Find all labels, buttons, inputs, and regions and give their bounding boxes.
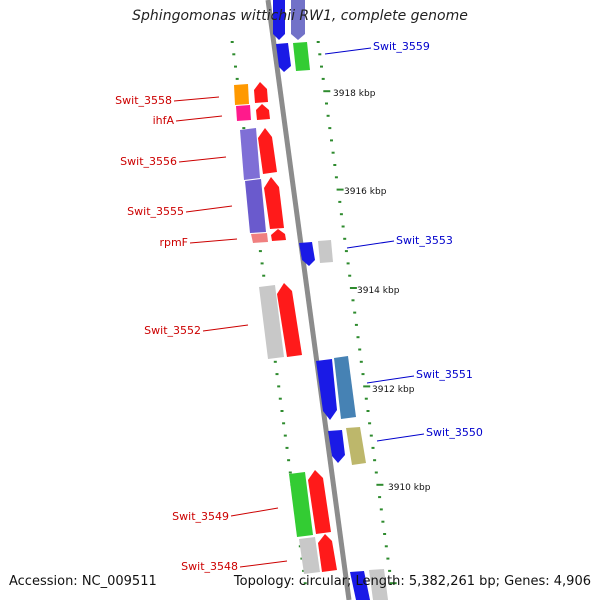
genome-backbone xyxy=(265,0,352,600)
feature-swit-3556[interactable] xyxy=(240,128,277,180)
feature-ihfA[interactable] xyxy=(236,104,270,121)
gene-label-swit-3553[interactable]: Swit_3553 xyxy=(396,234,453,247)
gene-label-swit-3551[interactable]: Swit_3551 xyxy=(416,368,473,381)
gene-label-swit-3558[interactable]: Swit_3558 xyxy=(115,94,172,107)
feature-swit-3548[interactable] xyxy=(299,534,337,574)
gene-label-swit-3550[interactable]: Swit_3550 xyxy=(426,426,483,439)
left-labels: Swit_3558 ihfA Swit_3556 Swit_3555 rpmF … xyxy=(115,94,238,573)
feature-swit-3551[interactable] xyxy=(316,356,356,420)
right-labels: Swit_3559 Swit_3553 Swit_3551 Swit_3550 xyxy=(373,40,483,439)
gene-label-swit-3559[interactable]: Swit_3559 xyxy=(373,40,430,53)
scale-labels: 3918 kbp 3916 kbp 3914 kbp 3912 kbp 3910… xyxy=(333,89,431,493)
feature-swit-3549[interactable] xyxy=(289,470,331,537)
gene-label-swit-3555[interactable]: Swit_3555 xyxy=(127,205,184,218)
gene-label-swit-3552[interactable]: Swit_3552 xyxy=(144,324,201,337)
scale-label: 3916 kbp xyxy=(344,187,387,197)
gene-label-ihfA[interactable]: ihfA xyxy=(153,114,175,127)
map-title: Sphingomonas wittichii RW1, complete gen… xyxy=(132,8,468,24)
scale-label: 3912 kbp xyxy=(372,385,415,395)
gene-label-swit-3556[interactable]: Swit_3556 xyxy=(120,155,177,168)
feature-block-bottom[interactable] xyxy=(350,569,388,600)
feature-swit-3555[interactable] xyxy=(245,177,284,233)
right-leaders xyxy=(324,47,425,442)
feature-block-top[interactable] xyxy=(273,0,305,40)
feature-swit-3550[interactable] xyxy=(328,427,366,465)
scale-label: 3914 kbp xyxy=(357,286,400,296)
gene-label-rpmF[interactable]: rpmF xyxy=(159,236,188,249)
accession-text: Accession: NC_009511 xyxy=(9,574,157,589)
feature-swit-3552[interactable] xyxy=(259,283,302,359)
left-leaders xyxy=(173,96,288,568)
gene-label-swit-3549[interactable]: Swit_3549 xyxy=(172,510,229,523)
scale-label: 3918 kbp xyxy=(333,89,376,99)
gene-label-swit-3548[interactable]: Swit_3548 xyxy=(181,560,238,573)
feature-swit-3559[interactable] xyxy=(276,42,310,72)
genome-summary-text: Topology: circular; Length: 5,382,261 bp… xyxy=(233,574,591,589)
feature-swit-3553[interactable] xyxy=(299,240,333,266)
scale-label: 3910 kbp xyxy=(388,483,431,493)
feature-swit-3558[interactable] xyxy=(234,82,268,105)
feature-rpmF[interactable] xyxy=(251,229,286,243)
